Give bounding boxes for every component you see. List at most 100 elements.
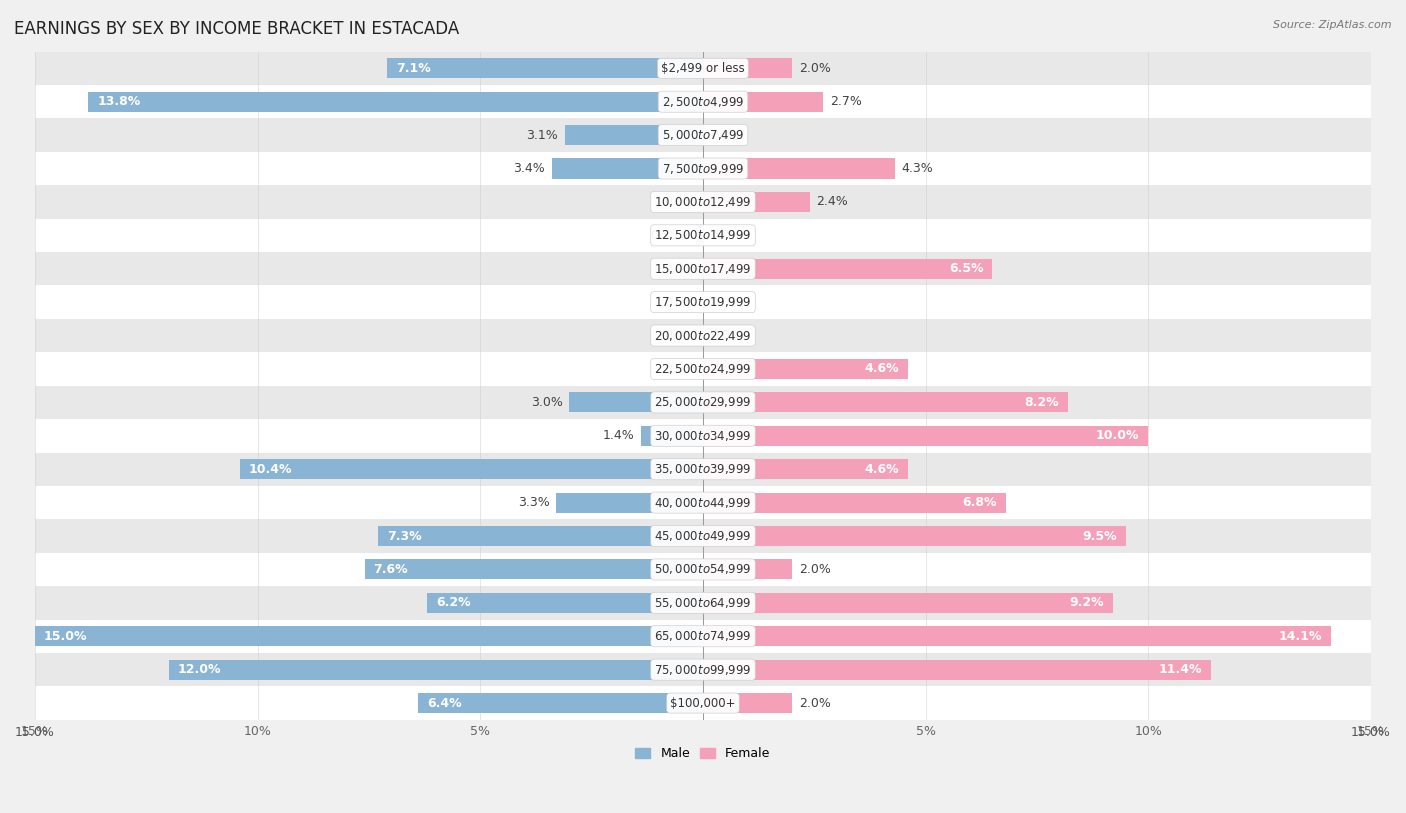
- Text: 10.0%: 10.0%: [1095, 429, 1139, 442]
- Bar: [703, 559, 792, 580]
- Bar: [89, 92, 703, 111]
- Bar: [565, 125, 703, 146]
- Bar: [703, 459, 908, 479]
- Text: 1.4%: 1.4%: [602, 429, 634, 442]
- Bar: [703, 693, 792, 713]
- Text: $100,000+: $100,000+: [671, 697, 735, 710]
- Bar: [35, 626, 703, 646]
- Text: 0.0%: 0.0%: [710, 329, 742, 342]
- Text: 0.0%: 0.0%: [664, 329, 696, 342]
- Text: 2.0%: 2.0%: [799, 62, 831, 75]
- Bar: [569, 393, 703, 412]
- Text: $15,000 to $17,499: $15,000 to $17,499: [654, 262, 752, 276]
- Text: 2.4%: 2.4%: [817, 195, 848, 208]
- Bar: [35, 419, 1371, 453]
- Text: 15.0%: 15.0%: [15, 727, 55, 740]
- Bar: [703, 393, 1069, 412]
- Text: 7.6%: 7.6%: [374, 563, 408, 576]
- Text: 6.4%: 6.4%: [427, 697, 461, 710]
- Bar: [703, 593, 1112, 613]
- Text: 0.0%: 0.0%: [710, 296, 742, 309]
- Bar: [703, 92, 824, 111]
- Text: $65,000 to $74,999: $65,000 to $74,999: [654, 629, 752, 643]
- Bar: [551, 159, 703, 179]
- Bar: [240, 459, 703, 479]
- Bar: [703, 359, 908, 379]
- Text: $20,000 to $22,499: $20,000 to $22,499: [654, 328, 752, 342]
- Bar: [35, 352, 1371, 385]
- Text: 4.6%: 4.6%: [865, 363, 898, 376]
- Text: 9.2%: 9.2%: [1069, 597, 1104, 610]
- Text: $25,000 to $29,999: $25,000 to $29,999: [654, 395, 752, 410]
- Bar: [703, 159, 894, 179]
- Text: 12.0%: 12.0%: [177, 663, 221, 676]
- Bar: [696, 225, 703, 246]
- Text: 3.1%: 3.1%: [526, 128, 558, 141]
- Bar: [703, 192, 810, 212]
- Text: 2.0%: 2.0%: [799, 697, 831, 710]
- Text: $12,500 to $14,999: $12,500 to $14,999: [654, 228, 752, 242]
- Text: 3.4%: 3.4%: [513, 162, 546, 175]
- Bar: [35, 119, 1371, 152]
- Text: 3.0%: 3.0%: [531, 396, 562, 409]
- Bar: [35, 620, 1371, 653]
- Bar: [35, 586, 1371, 620]
- Bar: [427, 593, 703, 613]
- Text: 13.8%: 13.8%: [97, 95, 141, 108]
- Text: $35,000 to $39,999: $35,000 to $39,999: [654, 463, 752, 476]
- Bar: [703, 259, 993, 279]
- Text: 4.6%: 4.6%: [865, 463, 898, 476]
- Text: 9.5%: 9.5%: [1083, 529, 1118, 542]
- Bar: [703, 493, 1005, 513]
- Text: $40,000 to $44,999: $40,000 to $44,999: [654, 496, 752, 510]
- Text: 6.8%: 6.8%: [963, 496, 997, 509]
- Text: 7.3%: 7.3%: [387, 529, 422, 542]
- Text: 8.2%: 8.2%: [1025, 396, 1059, 409]
- Bar: [35, 653, 1371, 686]
- Bar: [703, 426, 1149, 446]
- Bar: [364, 559, 703, 580]
- Text: 0.0%: 0.0%: [710, 228, 742, 241]
- Text: $17,500 to $19,999: $17,500 to $19,999: [654, 295, 752, 309]
- Text: 11.4%: 11.4%: [1159, 663, 1202, 676]
- Bar: [387, 59, 703, 78]
- Text: $22,500 to $24,999: $22,500 to $24,999: [654, 362, 752, 376]
- Text: $45,000 to $49,999: $45,000 to $49,999: [654, 529, 752, 543]
- Bar: [35, 252, 1371, 285]
- Text: 6.2%: 6.2%: [436, 597, 471, 610]
- Text: 0.0%: 0.0%: [664, 195, 696, 208]
- Text: 14.1%: 14.1%: [1278, 630, 1322, 643]
- Bar: [35, 520, 1371, 553]
- Text: $50,000 to $54,999: $50,000 to $54,999: [654, 563, 752, 576]
- Text: 15.0%: 15.0%: [44, 630, 87, 643]
- Bar: [35, 686, 1371, 720]
- Text: 0.0%: 0.0%: [664, 296, 696, 309]
- Bar: [703, 59, 792, 78]
- Bar: [703, 626, 1331, 646]
- Text: EARNINGS BY SEX BY INCOME BRACKET IN ESTACADA: EARNINGS BY SEX BY INCOME BRACKET IN EST…: [14, 20, 460, 38]
- Text: $7,500 to $9,999: $7,500 to $9,999: [662, 162, 744, 176]
- Bar: [703, 526, 1126, 546]
- Bar: [35, 285, 1371, 319]
- Bar: [378, 526, 703, 546]
- Text: $55,000 to $64,999: $55,000 to $64,999: [654, 596, 752, 610]
- Bar: [35, 152, 1371, 185]
- Text: 2.0%: 2.0%: [799, 563, 831, 576]
- Text: 4.3%: 4.3%: [901, 162, 934, 175]
- Text: 2.7%: 2.7%: [830, 95, 862, 108]
- Text: $30,000 to $34,999: $30,000 to $34,999: [654, 428, 752, 443]
- Text: $2,500 to $4,999: $2,500 to $4,999: [662, 94, 744, 109]
- Bar: [169, 659, 703, 680]
- Bar: [35, 85, 1371, 119]
- Bar: [35, 553, 1371, 586]
- Bar: [35, 51, 1371, 85]
- Legend: Male, Female: Male, Female: [636, 747, 770, 760]
- Text: $10,000 to $12,499: $10,000 to $12,499: [654, 195, 752, 209]
- Bar: [555, 493, 703, 513]
- Bar: [35, 385, 1371, 419]
- Bar: [35, 219, 1371, 252]
- Bar: [703, 659, 1211, 680]
- Text: 0.0%: 0.0%: [664, 363, 696, 376]
- Text: Source: ZipAtlas.com: Source: ZipAtlas.com: [1274, 20, 1392, 30]
- Text: 0.0%: 0.0%: [664, 263, 696, 276]
